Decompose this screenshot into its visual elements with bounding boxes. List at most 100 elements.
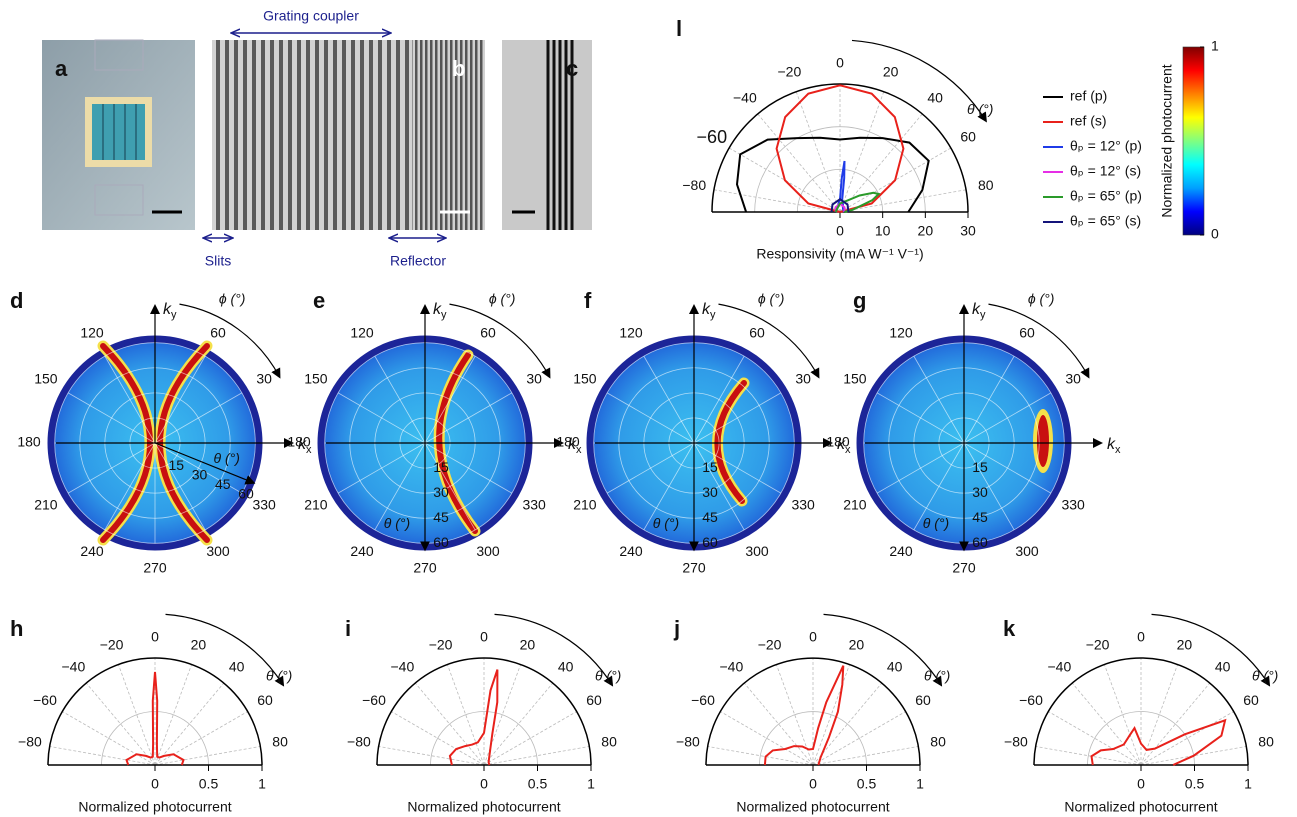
polar-curve: [765, 666, 843, 765]
theta-tick-label: 40: [558, 658, 574, 674]
r-tick-label: 0.5: [1185, 776, 1205, 792]
ky-label: ky: [433, 301, 447, 321]
phi-tick-label: 330: [791, 497, 815, 513]
theta-tick-label: −80: [676, 734, 700, 750]
annotation: Slits: [205, 253, 231, 269]
panel-label: l: [676, 16, 682, 41]
r-tick-label: 0: [480, 776, 488, 792]
theta-tick-label: 20: [849, 636, 865, 652]
colorbar-tick-label: 0: [1211, 226, 1219, 242]
theta-tick-label: −60: [697, 127, 728, 147]
annotation: Grating coupler: [263, 8, 359, 24]
theta-tick-label: −40: [61, 658, 85, 674]
theta-tick-label: 80: [1258, 734, 1274, 750]
phi-tick-label: 270: [952, 560, 976, 576]
phi-tick-label: 270: [682, 560, 706, 576]
phi-tick-label: 210: [573, 497, 597, 513]
phi-tick-label: 120: [619, 325, 643, 341]
panel-label: j: [673, 616, 680, 641]
phi-tick-label: 300: [1015, 543, 1039, 559]
legend-label: θₚ = 12° (p): [1070, 138, 1142, 154]
phi-tick-label: 210: [843, 497, 867, 513]
polar-curve: [737, 138, 929, 212]
ky-label: ky: [163, 301, 177, 321]
r-tick-label: 1: [258, 776, 266, 792]
theta-tick-label: 45: [433, 509, 449, 525]
colorbar: [1183, 47, 1204, 235]
phi-tick-label: 150: [34, 371, 58, 387]
phi-tick-label: 180: [287, 434, 311, 450]
figure: a b c Grating coupler Slits Reflector 01…: [0, 0, 1297, 817]
theta-tick-label: −60: [1019, 692, 1043, 708]
r-tick-label: 0.5: [528, 776, 548, 792]
theta-tick-label: 60: [702, 534, 718, 550]
r-tick-label: 30: [960, 223, 976, 239]
panel-label: k: [1003, 616, 1016, 641]
theta-tick-label: 20: [191, 636, 207, 652]
phi-tick-label: 60: [1019, 325, 1035, 341]
theta-tick-label: 80: [930, 734, 946, 750]
kx-sub: x: [1115, 444, 1121, 456]
theta-tick-label: 15: [972, 459, 988, 475]
micrograph-b: [212, 40, 485, 230]
theta-tick-label: 0: [1137, 629, 1145, 645]
theta-tick-label: −20: [778, 64, 802, 80]
phi-tick-label: 300: [206, 543, 230, 559]
r-axis-label: Normalized photocurrent: [407, 799, 560, 815]
kx-label: kx: [1107, 436, 1121, 456]
theta-tick-label: 60: [433, 534, 449, 550]
theta-axis-label: θ (°): [266, 668, 292, 684]
phi-tick-label: 270: [143, 560, 167, 576]
theta-tick-label: 0: [809, 629, 817, 645]
r-tick-label: 0: [1137, 776, 1145, 792]
theta-tick-label: 20: [520, 636, 536, 652]
theta-tick-label: −80: [18, 734, 42, 750]
theta-tick-label: 0: [151, 629, 159, 645]
theta-tick-label: 30: [972, 484, 988, 500]
legend-label: θₚ = 65° (p): [1070, 188, 1142, 204]
panel-label: b: [452, 56, 465, 81]
phi-tick-label: 120: [350, 325, 374, 341]
phi-tick-label: 330: [252, 497, 276, 513]
polar-curve: [1092, 720, 1226, 765]
r-tick-label: 20: [918, 223, 934, 239]
panel-label: i: [345, 616, 351, 641]
legend-label: θₚ = 12° (s): [1070, 163, 1141, 179]
phi-tick-label: 240: [350, 543, 374, 559]
theta-tick-label: 60: [960, 129, 976, 145]
r-axis-label: Normalized photocurrent: [736, 799, 889, 815]
r-axis-label: Normalized photocurrent: [78, 799, 231, 815]
theta-tick-label: 60: [257, 692, 273, 708]
ky-sub: y: [710, 309, 716, 321]
theta-tick-label: −60: [33, 692, 57, 708]
phi-tick-label: 180: [17, 434, 41, 450]
theta-tick-label: −40: [719, 658, 743, 674]
ky-sub: y: [980, 309, 986, 321]
legend-label: ref (s): [1070, 113, 1107, 129]
theta-tick-label: −20: [100, 636, 124, 652]
theta-axis-label: θ (°): [923, 515, 949, 531]
r-tick-label: 0: [151, 776, 159, 792]
r-tick-label: 1: [587, 776, 595, 792]
theta-tick-label: −80: [682, 177, 706, 193]
theta-tick-label: 30: [433, 484, 449, 500]
theta-tick-label: 60: [238, 485, 254, 501]
phi-tick-label: 120: [889, 325, 913, 341]
legend-label: ref (p): [1070, 88, 1107, 104]
phi-tick-label: 30: [526, 371, 542, 387]
panel-label: h: [10, 616, 23, 641]
phi-tick-label: 300: [745, 543, 769, 559]
theta-tick-label: 0: [836, 55, 844, 71]
theta-tick-label: 15: [433, 459, 449, 475]
phi-tick-label: 60: [210, 325, 226, 341]
r-tick-label: 0: [809, 776, 817, 792]
r-tick-label: 1: [916, 776, 924, 792]
phi-tick-label: 180: [826, 434, 850, 450]
theta-tick-label: 45: [972, 509, 988, 525]
phi-tick-label: 240: [889, 543, 913, 559]
theta-tick-label: −20: [1086, 636, 1110, 652]
theta-tick-label: 20: [1177, 636, 1193, 652]
r-axis-label: Normalized photocurrent: [1064, 799, 1217, 815]
r-axis-label: Responsivity (mA W⁻¹ V⁻¹): [756, 246, 923, 262]
theta-tick-label: 15: [702, 459, 718, 475]
